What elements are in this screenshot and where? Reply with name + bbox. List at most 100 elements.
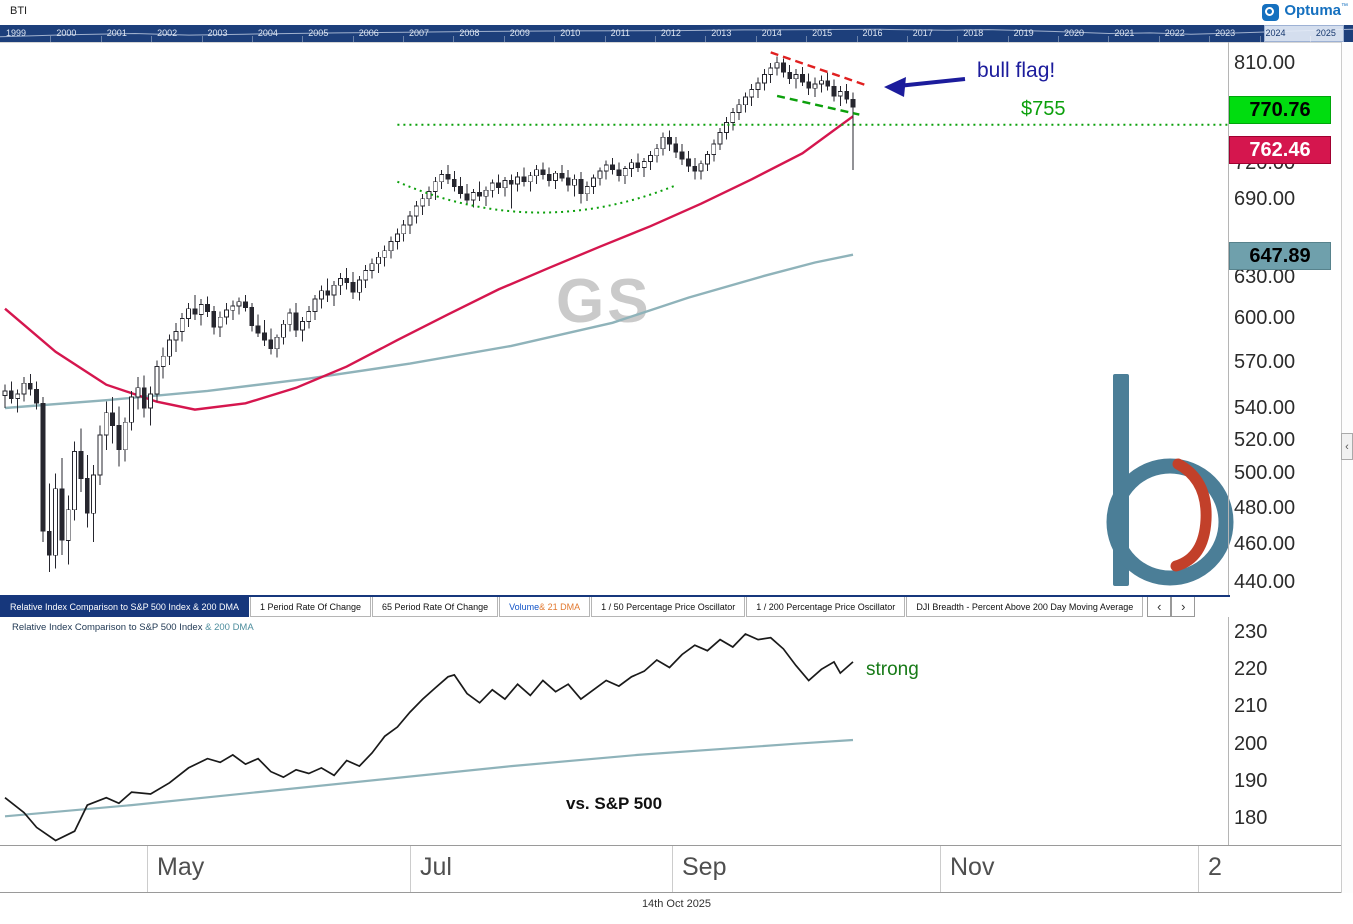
footer-date: 14th Oct 2025 <box>641 898 712 910</box>
navigator-tick <box>251 36 253 42</box>
tab-label-part: & 21 DMA <box>539 601 581 612</box>
navigator-tick <box>705 36 707 42</box>
last-price-value: 770.76 <box>1249 98 1311 121</box>
navigator-tick <box>453 36 455 42</box>
navigator-year-label: 2012 <box>660 28 681 38</box>
bull-flag-arrow[interactable] <box>897 77 966 88</box>
last-price-badge: 770.76 <box>1229 96 1331 124</box>
navigator-tick <box>151 36 153 42</box>
indicator-tab[interactable]: 65 Period Rate Of Change <box>372 597 499 617</box>
indicator-tab[interactable]: DJI Breadth - Percent Above 200 Day Movi… <box>906 597 1144 617</box>
price-axis-label: 540.00 <box>1234 397 1296 419</box>
navigator-tick <box>302 36 304 42</box>
month-grid-line <box>1198 846 1199 892</box>
indicator-tab[interactable]: 1 Period Rate Of Change <box>249 597 372 617</box>
navigator-year-label: 2009 <box>509 28 530 38</box>
month-grid-line <box>672 846 673 892</box>
price-axis-label: 690.00 <box>1234 188 1296 210</box>
navigator-tick <box>1209 36 1211 42</box>
navigator-year-label: 2008 <box>459 28 480 38</box>
price-level-label: $755 <box>1021 98 1066 120</box>
indicator-tab[interactable]: 1 / 200 Percentage Price Oscillator <box>746 597 906 617</box>
month-axis-label: Jul <box>420 853 452 881</box>
relative-index-line[interactable] <box>4 632 854 842</box>
navigator-year-label: 2021 <box>1114 28 1135 38</box>
lower-axis-label: 210 <box>1234 695 1268 717</box>
navigator-tick <box>604 36 606 42</box>
navigator-tick <box>201 36 203 42</box>
navigator-year-label: 2017 <box>912 28 933 38</box>
ma-slow-badge: 647.89 <box>1229 242 1331 270</box>
navigator-year-label: 2020 <box>1064 28 1085 38</box>
ma-slow-value: 647.89 <box>1249 244 1311 267</box>
navigator-year-label: 2011 <box>610 28 630 38</box>
flag-lower-line[interactable] <box>776 94 860 116</box>
chart-top-border <box>0 42 1353 43</box>
b-logo-red-accent <box>1170 458 1212 572</box>
navigator-year-label: 2005 <box>308 28 329 38</box>
navigator-tick <box>1158 36 1160 42</box>
lower-panel-title-text: Relative Index Comparison to S&P 500 Ind… <box>12 622 203 633</box>
lower-ma-line[interactable] <box>4 738 854 818</box>
navigator-tick <box>1259 36 1261 42</box>
navigator-year-label: 2015 <box>812 28 833 38</box>
lower-axis-label: 230 <box>1234 621 1268 643</box>
month-grid-line <box>410 846 411 892</box>
navigator-year-label: 2024 <box>1265 28 1286 38</box>
ma-200-line[interactable] <box>4 253 854 410</box>
navigator-year-label: 1999 <box>6 28 27 38</box>
cup-annotation[interactable] <box>397 180 677 214</box>
navigator-tick <box>352 36 354 42</box>
optuma-logo-text: Optuma <box>1284 2 1341 19</box>
price-axis-label: 630.00 <box>1234 266 1296 288</box>
navigator-sparkline-canvas <box>0 28 1353 38</box>
navigator-year-label: 2003 <box>207 28 228 38</box>
relative-index-chart[interactable] <box>0 617 1228 845</box>
price-axis-label: 480.00 <box>1234 497 1296 519</box>
navigator-year-label: 2025 <box>1315 28 1336 38</box>
price-axis-border <box>1228 42 1229 893</box>
flag-upper-line[interactable] <box>770 51 867 87</box>
main-price-chart[interactable] <box>0 42 1228 596</box>
navigator-tick <box>755 36 757 42</box>
bull-flag-arrowhead <box>884 77 906 97</box>
ma-fast-line[interactable] <box>4 115 854 411</box>
tabs-scroll-left-button[interactable]: ‹ <box>1147 597 1172 617</box>
navigator-tick <box>503 36 505 42</box>
optuma-logo: Optuma ™ <box>1262 2 1348 21</box>
indicator-tab[interactable]: Relative Index Comparison to S&P 500 Ind… <box>0 597 249 617</box>
right-collapse-strip <box>1341 42 1353 893</box>
lower-axis-label: 180 <box>1234 807 1268 829</box>
navigator-year-label: 2001 <box>106 28 127 38</box>
navigator-year-label: 2004 <box>257 28 278 38</box>
month-axis-label: Nov <box>950 853 995 881</box>
navigator-tick <box>856 36 858 42</box>
date-axis: May Jul Sep Nov 2 <box>0 845 1353 893</box>
vs-sp500-label: vs. S&P 500 <box>566 794 663 813</box>
navigator-tick <box>806 36 808 42</box>
bull-flag-annotation: bull flag! <box>977 59 1056 82</box>
indicator-tab-bar: Relative Index Comparison to S&P 500 Ind… <box>0 595 1230 617</box>
collapse-panel-button[interactable]: ‹ <box>1341 433 1353 460</box>
ma-fast-badge: 762.46 <box>1229 136 1331 164</box>
navigator-year-label: 2022 <box>1164 28 1185 38</box>
month-axis-label: May <box>157 853 205 881</box>
timeline-navigator[interactable]: 1999 2000 2001 2002 2003 2004 2005 2006 2007 2008… <box>0 25 1353 42</box>
navigator-sparkline <box>0 28 1353 38</box>
price-axis: 810.00720.00690.00630.00600.00570.00540.… <box>1228 42 1340 596</box>
price-axis-label: 810.00 <box>1234 52 1296 74</box>
indicator-tab[interactable]: Volume & 21 DMA <box>499 597 591 617</box>
logo-ring <box>1265 7 1275 16</box>
navigator-year-label: 2023 <box>1215 28 1236 38</box>
navigator-tick <box>50 36 52 42</box>
navigator-year-label: 2010 <box>560 28 581 38</box>
tabs-scroll-right-button[interactable]: › <box>1171 597 1196 617</box>
indicator-tab[interactable]: 1 / 50 Percentage Price Oscillator <box>591 597 746 617</box>
top-bar: BTI Optuma ™ <box>0 0 1353 25</box>
lower-y-axis: 230 220 210 200 190 180 <box>1228 617 1340 845</box>
b-watermark-logo <box>1106 374 1234 586</box>
navigator-selection[interactable] <box>1264 25 1344 42</box>
navigator-tick <box>654 36 656 42</box>
ma-fast-value: 762.46 <box>1249 138 1311 161</box>
navigator-tick <box>1007 36 1009 42</box>
